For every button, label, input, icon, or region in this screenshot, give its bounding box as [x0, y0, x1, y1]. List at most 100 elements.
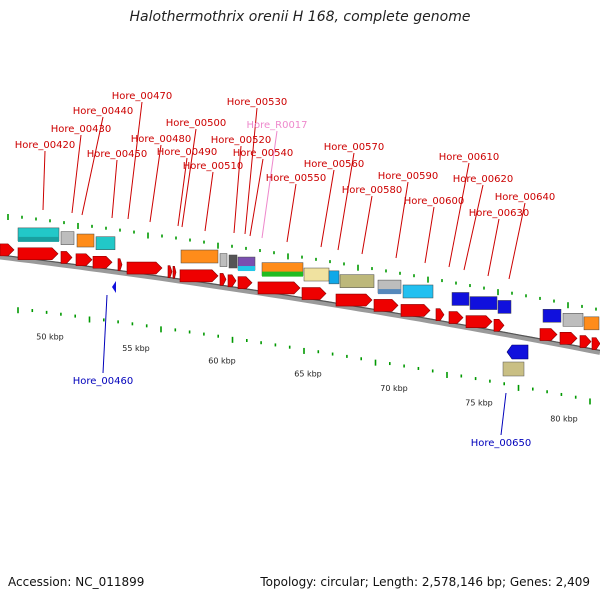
feature-block: [339, 274, 375, 288]
gene-label: Hore_00480: [131, 134, 192, 145]
gene-label-leader: [487, 218, 500, 277]
gene-label: Hore_00650: [471, 438, 532, 449]
forward-cds-arrow: [75, 253, 93, 267]
feature-stripe: [378, 289, 401, 295]
forward-cds-arrow: [117, 258, 123, 271]
gene-label-leader: [320, 169, 335, 248]
gene-label-leader: [249, 158, 264, 237]
gene-label: Hore_00450: [87, 149, 148, 160]
gene-label-leader: [500, 392, 507, 436]
feature-block: [328, 270, 340, 285]
feature-block: [76, 233, 95, 248]
scale-label: 50 kbp: [36, 332, 64, 341]
forward-cds-arrow: [493, 319, 505, 332]
forward-cds-arrow: [167, 265, 173, 278]
gene-label-leader: [102, 294, 108, 374]
scale-label: 60 kbp: [208, 356, 236, 365]
feature-stripe: [262, 271, 303, 277]
scale-label: 80 kbp: [550, 414, 578, 423]
feature-block: [583, 316, 600, 331]
gene-label-leader: [127, 101, 143, 220]
scale-label: 75 kbp: [465, 399, 493, 408]
forward-cds-arrow: [179, 269, 219, 283]
feature-stripe: [238, 266, 255, 272]
gene-label-leader: [71, 134, 82, 214]
gene-label-leader: [448, 162, 470, 268]
feature-block: [497, 300, 512, 314]
gene-label-leader: [233, 145, 242, 234]
gene-label-leader: [177, 157, 188, 227]
gene-label: Hore_R0017: [246, 120, 307, 131]
scale-label: 55 kbp: [122, 344, 150, 353]
reverse-cds-arrow: [506, 344, 529, 360]
feature-block: [60, 231, 75, 245]
feature-block: [95, 236, 116, 250]
gene-label: Hore_00540: [233, 148, 294, 159]
gene-label: Hore_00570: [324, 142, 385, 153]
feature-block: [219, 253, 228, 267]
forward-cds-arrow: [591, 337, 600, 350]
gene-label-leader: [463, 184, 484, 271]
gene-label: Hore_00630: [469, 208, 530, 219]
forward-cds-arrow: [400, 304, 431, 317]
gene-label: Hore_00640: [495, 192, 556, 203]
forward-cds-arrow: [579, 335, 592, 348]
gene-label: Hore_00500: [166, 118, 227, 129]
gene-label: Hore_00460: [73, 376, 134, 387]
gene-label: Hore_00440: [73, 106, 134, 117]
gene-label-leader: [42, 150, 46, 211]
feature-block: [303, 267, 330, 282]
gene-label-leader: [337, 152, 355, 251]
forward-cds-arrow: [17, 247, 59, 261]
reverse-feature-block: [502, 361, 525, 377]
gene-label: Hore_00580: [342, 185, 403, 196]
gene-label-leader: [395, 181, 409, 259]
forward-cds-arrow: [373, 299, 399, 312]
forward-cds-arrow: [301, 287, 327, 300]
forward-cds-arrow: [172, 265, 177, 279]
gene-label: Hore_00590: [378, 171, 439, 182]
gene-label: Hore_00470: [112, 91, 173, 102]
gene-label-leader: [81, 116, 104, 216]
forward-cds-arrow: [227, 274, 237, 288]
gene-label: Hore_00550: [266, 173, 327, 184]
feature-block: [469, 296, 498, 310]
gene-label: Hore_00530: [227, 97, 288, 108]
feature-block: [228, 254, 238, 269]
gene-label-leader: [149, 144, 162, 223]
gene-label: Hore_00490: [157, 147, 218, 158]
forward-cds-arrow: [335, 293, 373, 307]
feature-block: [402, 284, 434, 299]
accession-text: Accession: NC_011899: [8, 575, 145, 589]
forward-cds-arrow: [60, 251, 73, 264]
gene-label-leader: [261, 130, 278, 239]
forward-cds-arrow: [539, 328, 558, 341]
gene-label-leader: [286, 183, 297, 243]
gene-label-leader: [111, 159, 118, 219]
gene-label-leader: [361, 195, 373, 255]
forward-cds-arrow: [465, 315, 493, 328]
gene-label-leader: [244, 107, 258, 235]
feature-block: [180, 249, 219, 264]
gene-label: Hore_00610: [439, 152, 500, 163]
gene-label-leader: [508, 202, 526, 280]
scale-label: 70 kbp: [380, 384, 408, 393]
gene-label: Hore_00620: [453, 174, 514, 185]
genome-title: Halothermothrix orenii H 168, complete g…: [129, 9, 471, 25]
genome-backbone: [0, 254, 600, 355]
feature-block: [562, 313, 584, 327]
scale-label: 65 kbp: [294, 370, 322, 379]
gene-label: Hore_00510: [183, 161, 244, 172]
forward-cds-arrow: [559, 332, 578, 345]
forward-cds-arrow: [219, 273, 227, 286]
gene-label: Hore_00420: [15, 140, 76, 151]
gene-label: Hore_00560: [304, 159, 365, 170]
feature-block: [451, 292, 470, 306]
feature-block: [542, 309, 562, 323]
forward-cds-arrow: [435, 308, 445, 322]
gene-label: Hore_00430: [51, 124, 112, 135]
forward-cds-arrow: [257, 281, 301, 295]
reverse-cds-arrow: [112, 281, 116, 293]
forward-cds-arrow: [448, 311, 464, 324]
